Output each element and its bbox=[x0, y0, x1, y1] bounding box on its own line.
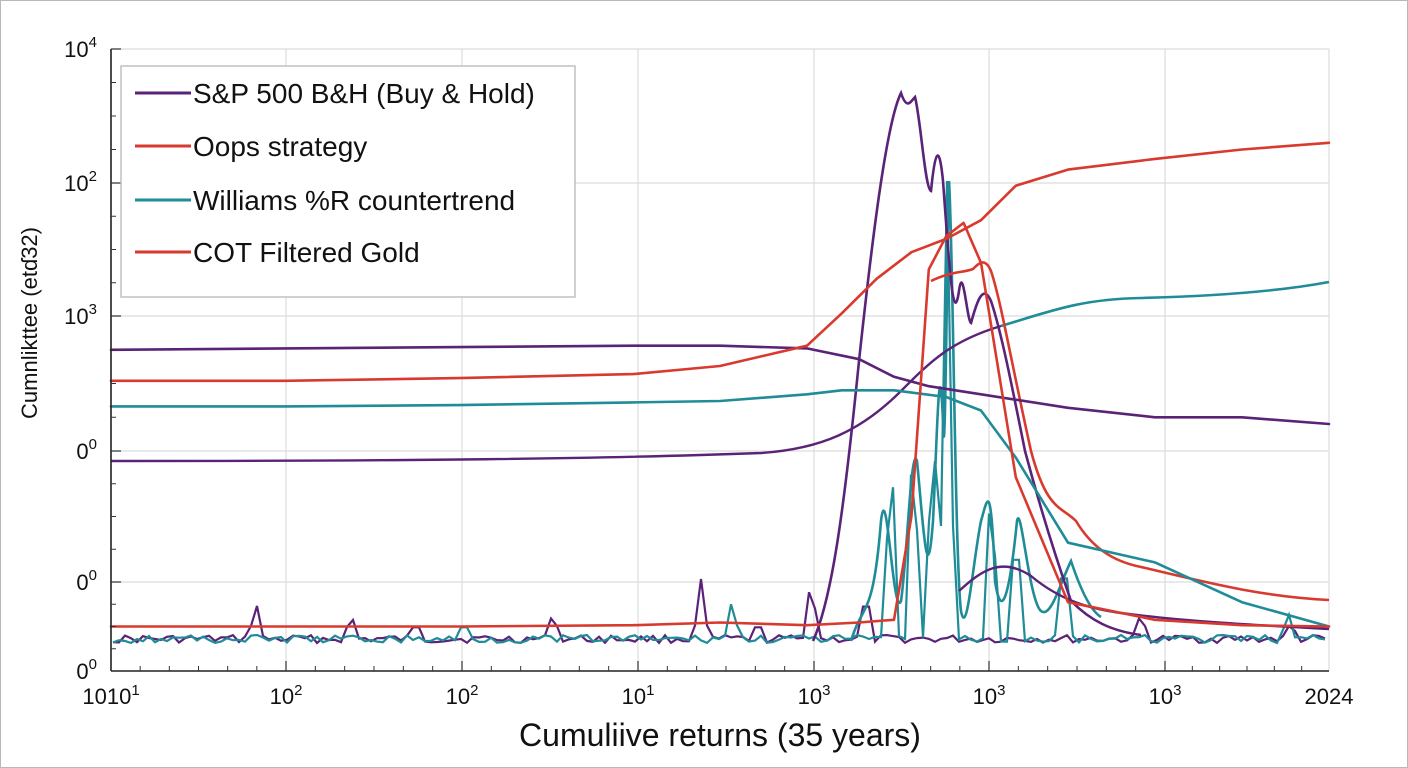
series-line-2 bbox=[109, 388, 1331, 628]
y-tick-label: 102 bbox=[64, 168, 97, 196]
legend-label-3: COT Filtered Gold bbox=[193, 237, 420, 268]
series-line-1 bbox=[109, 141, 1331, 383]
background-trace bbox=[112, 578, 1326, 645]
axes: 10101 102 102 101 103 103 103 20241041021030000… bbox=[17, 34, 1353, 753]
x-tick-label: 103 bbox=[798, 682, 831, 709]
x-tick-base: 10 bbox=[446, 684, 470, 709]
x-tick-label: 10101 bbox=[82, 682, 139, 709]
x-tick-label: 2024 bbox=[1305, 684, 1354, 709]
legend: S&P 500 B&H (Buy & Hold) Oops strategy Wil… bbox=[120, 65, 576, 298]
purple-peak bbox=[811, 89, 1142, 642]
x-tick-label: 101 bbox=[622, 682, 655, 709]
x-tick-base: 10 bbox=[107, 684, 131, 709]
x-tick-exponent: 3 bbox=[822, 682, 830, 699]
x-tick-base: 10 bbox=[798, 684, 822, 709]
y-tick-exponent: 0 bbox=[89, 567, 97, 584]
legend-label-1: Oops strategy bbox=[193, 131, 367, 162]
y-tick-exponent: 4 bbox=[89, 34, 97, 51]
y-tick-exponent: 0 bbox=[89, 436, 97, 453]
x-axis-title: Cumuliive returns (35 years) bbox=[519, 717, 921, 753]
series-line-0 bbox=[109, 344, 1331, 426]
y-tick-exponent: 3 bbox=[89, 301, 97, 318]
y-tick-base: 10 bbox=[64, 171, 88, 196]
x-tick-exponent: 1 bbox=[131, 682, 139, 699]
x-tick-prefix: 10 bbox=[82, 684, 106, 709]
background-trace bbox=[112, 180, 1326, 645]
y-axis-title: Cumnlikttee (etɗ32) bbox=[17, 227, 42, 419]
x-tick-base: 10 bbox=[1149, 684, 1173, 709]
y-tick-base: 0 bbox=[76, 570, 88, 595]
y-tick-base: 10 bbox=[64, 304, 88, 329]
x-tick-base: 10 bbox=[622, 684, 646, 709]
x-tick-exponent: 2 bbox=[294, 682, 302, 699]
x-tick-base: 10 bbox=[270, 684, 294, 709]
y-tick-base: 0 bbox=[76, 439, 88, 464]
x-tick-exponent: 3 bbox=[997, 682, 1005, 699]
y-tick-label: 00 bbox=[76, 656, 97, 684]
y-tick-label: 00 bbox=[76, 436, 97, 464]
x-tick-exponent: 2 bbox=[470, 682, 478, 699]
y-tick-base: 10 bbox=[64, 37, 88, 62]
y-tick-exponent: 2 bbox=[89, 168, 97, 185]
grid bbox=[110, 48, 1330, 671]
x-tick-base: 10 bbox=[973, 684, 997, 709]
purple-rise bbox=[110, 324, 1002, 463]
series-line-3 bbox=[109, 221, 1331, 628]
teal-peak-cluster bbox=[849, 180, 1102, 642]
purple-descend bbox=[958, 565, 1330, 631]
background-curves bbox=[110, 89, 1330, 645]
x-tick-label: 102 bbox=[270, 682, 303, 709]
x-tick-label: 103 bbox=[973, 682, 1006, 709]
teal-rise bbox=[1000, 280, 1330, 328]
red-descend bbox=[930, 261, 1330, 602]
x-tick-exponent: 3 bbox=[1173, 682, 1181, 699]
x-tick-label: 102 bbox=[446, 682, 479, 709]
legend-box bbox=[120, 65, 576, 298]
y-tick-label: 00 bbox=[76, 567, 97, 595]
legend-label-0: S&P 500 B&H (Buy & Hold) bbox=[193, 78, 535, 109]
y-tick-exponent: 0 bbox=[89, 656, 97, 673]
y-tick-label: 103 bbox=[64, 301, 97, 329]
y-tick-base: 0 bbox=[76, 659, 88, 684]
x-tick-label: 103 bbox=[1149, 682, 1182, 709]
series-lines bbox=[109, 141, 1331, 628]
y-tick-label: 104 bbox=[64, 34, 97, 62]
legend-label-2: Williams %R countertrend bbox=[193, 185, 515, 216]
x-tick-exponent: 1 bbox=[646, 682, 654, 699]
x-tick-base: 2024 bbox=[1305, 684, 1354, 709]
